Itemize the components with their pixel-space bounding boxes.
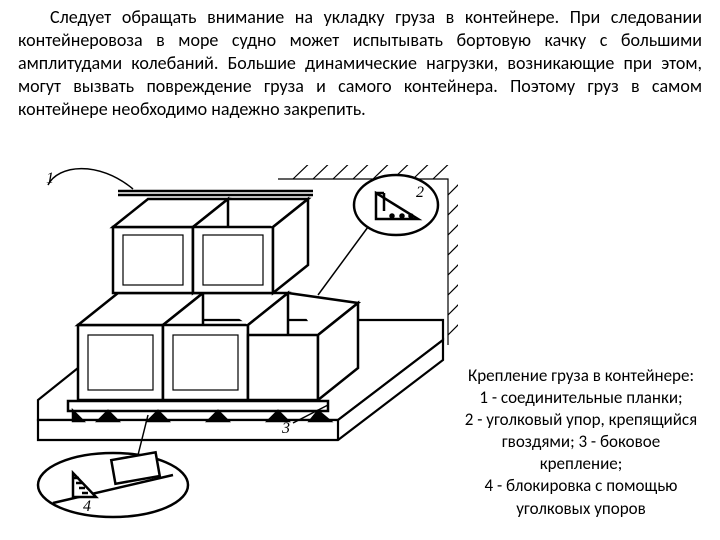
caption-title: Крепление груза в контейнере: bbox=[468, 365, 694, 386]
container-figure: 1 2 3 bbox=[18, 165, 458, 525]
callout-3: 3 bbox=[281, 420, 290, 437]
figure-caption: Крепление груза в контейнере: 1 - соедин… bbox=[460, 365, 702, 520]
caption-item-1: 1 - соединительные планки; bbox=[479, 387, 682, 408]
callout-1: 1 bbox=[46, 170, 54, 187]
callout-2: 2 bbox=[416, 184, 424, 201]
caption-item-4: 4 - блокировка с помощью уголковых упоро… bbox=[485, 475, 678, 518]
callout-4: 4 bbox=[83, 498, 91, 515]
paragraph-text: Следует обращать внимание на укладку гру… bbox=[18, 6, 702, 120]
body-paragraph: Следует обращать внимание на укладку гру… bbox=[18, 6, 702, 121]
